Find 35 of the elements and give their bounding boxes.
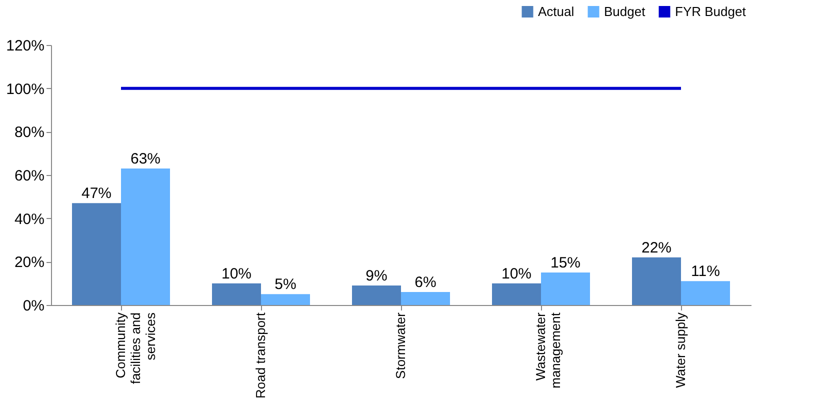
data-label: 5% (274, 276, 296, 294)
legend-label: FYR Budget (675, 4, 746, 19)
bar (401, 292, 450, 305)
y-tick-label: 120% (6, 38, 44, 54)
y-tick-label: 80% (14, 124, 44, 142)
data-label: 10% (501, 265, 532, 282)
legend-label: Budget (604, 4, 646, 19)
bar (492, 283, 541, 305)
data-label: 9% (366, 268, 388, 284)
data-label: 63% (130, 150, 161, 168)
x-tick-label: Community facilities and services (113, 312, 158, 384)
bar (352, 286, 401, 305)
bar (212, 283, 261, 305)
x-tick-label: Wastewater management (533, 312, 563, 388)
data-label: 22% (641, 239, 672, 256)
data-label: 15% (550, 254, 581, 272)
bar (121, 168, 170, 305)
y-tick-label: 20% (14, 254, 44, 272)
y-tick-label: 100% (6, 80, 44, 98)
bar (261, 294, 310, 305)
x-tick-label: Water supply (673, 312, 688, 388)
data-label: 10% (221, 265, 252, 282)
bar (72, 203, 121, 305)
bar (632, 257, 681, 305)
data-label: 47% (81, 185, 112, 202)
bar (541, 272, 590, 305)
legend-label: Actual (538, 4, 574, 19)
y-tick-label: 60% (14, 168, 44, 184)
x-tick-label: Stormwater (393, 312, 408, 379)
y-tick-label: 40% (14, 210, 44, 228)
data-label: 11% (691, 263, 720, 280)
y-tick-label: 0% (22, 298, 44, 314)
bar (681, 281, 730, 305)
data-label: 6% (414, 274, 436, 291)
x-tick-label: Road transport (253, 312, 268, 398)
